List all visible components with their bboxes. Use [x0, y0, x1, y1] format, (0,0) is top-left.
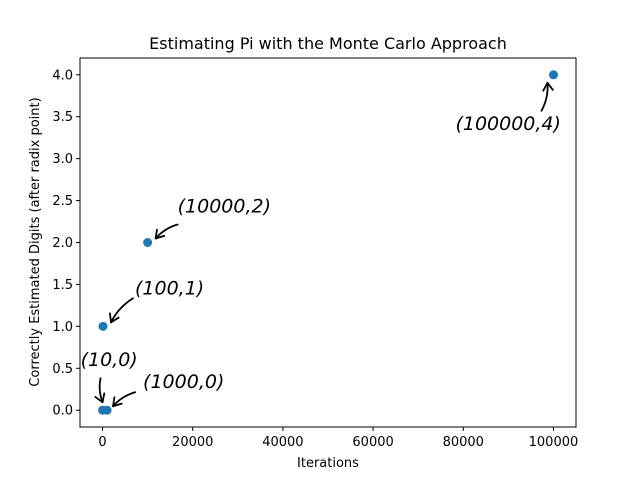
annotation-arrow — [154, 223, 179, 240]
handwritten-annotations: (10,0)(1000,0) (100,1) (10000,2) (100000,4) — [81, 81, 561, 408]
x-tick-label: 0 — [98, 435, 106, 450]
y-tick-label: 2.5 — [52, 194, 73, 209]
y-tick-label: 2.0 — [52, 236, 73, 251]
y-tick-label: 1.5 — [52, 278, 73, 293]
annotation-arrowhead — [154, 228, 166, 240]
annotation-label: (10,0) — [81, 349, 138, 371]
annotation-arrowhead — [542, 81, 554, 92]
x-axis-label: Iterations — [297, 456, 359, 471]
x-tick-label: 40000 — [262, 435, 303, 450]
y-axis-label: Correctly Estimated Digits (after radix … — [28, 97, 43, 386]
x-tick-label: 100000 — [529, 435, 579, 450]
annotation-label: (10000,2) — [178, 196, 271, 218]
data-points — [98, 70, 558, 415]
annotation-arrow — [112, 391, 136, 408]
annotation-arrowhead — [109, 312, 120, 324]
chart-title: Estimating Pi with the Monte Carlo Appro… — [149, 34, 507, 53]
annotation-arrowhead — [94, 392, 106, 404]
data-point — [143, 238, 153, 247]
annotation-label: (1000,0) — [143, 371, 224, 393]
y-tick-label: 4.0 — [52, 68, 73, 83]
y-tick-label: 3.5 — [52, 110, 73, 125]
annotation-arrow — [98, 377, 104, 404]
x-tick-label: 60000 — [352, 435, 393, 450]
annotation-arrow — [540, 81, 549, 112]
y-axis: 0.0 0.5 1.0 1.5 2.0 2.5 3.0 3.5 4.0 — [52, 68, 80, 419]
data-point — [98, 321, 108, 331]
annotation-label: (100000,4) — [455, 113, 560, 135]
data-point — [548, 70, 558, 80]
annotation-label: (100,1) — [135, 277, 204, 299]
annotation-arrowhead — [112, 396, 123, 408]
y-tick-label: 3.0 — [52, 152, 73, 167]
x-tick-label: 20000 — [172, 435, 213, 450]
y-tick-label: 1.0 — [52, 320, 73, 335]
x-tick-label: 80000 — [443, 435, 484, 450]
data-point — [102, 405, 112, 415]
annotation-arrow — [110, 297, 134, 324]
y-tick-label: 0.5 — [52, 362, 73, 377]
x-axis: 0 20000 40000 60000 80000 100000 — [98, 427, 578, 450]
y-tick-label: 0.0 — [52, 404, 73, 419]
